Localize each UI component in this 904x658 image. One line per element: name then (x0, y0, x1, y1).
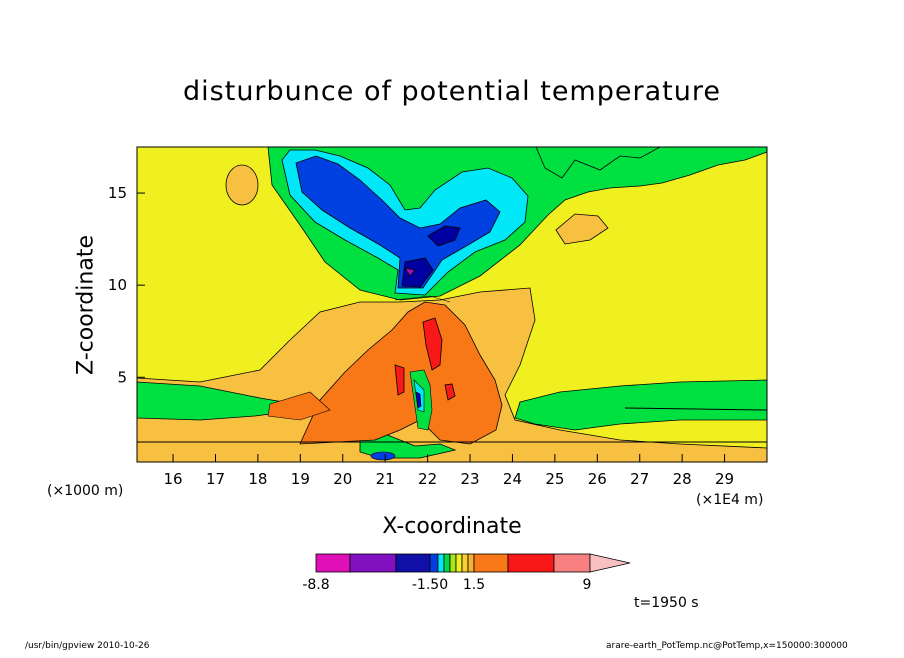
y-tick-label: 15 (108, 184, 127, 202)
colorbar-swatch (449, 553, 457, 573)
darkblue-patch (427, 225, 461, 247)
y-axis: 5 10 15 (108, 184, 145, 386)
blue-region (295, 155, 501, 289)
x-axis: 16 17 18 19 20 21 22 23 24 25 26 27 28 29 (164, 454, 734, 488)
x-tick-label: 16 (164, 470, 183, 488)
x-tick-label: 28 (673, 470, 692, 488)
colorbar-swatch (315, 553, 351, 573)
x-tick-label: 29 (715, 470, 734, 488)
red-core-small (444, 383, 456, 401)
x-tick-label: 18 (248, 470, 267, 488)
green-band-right (514, 379, 767, 431)
x-tick-label: 19 (291, 470, 310, 488)
colorbar-label: -8.8 (302, 577, 329, 593)
chart-title: disturbunce of potential temperature (183, 76, 721, 107)
bottom-blue-spot (370, 451, 396, 461)
x-tick-label: 21 (376, 470, 395, 488)
x-tick-label: 23 (460, 470, 479, 488)
colorbar-swatch (553, 553, 591, 573)
x-tick-label: 25 (545, 470, 564, 488)
green-patch-right (535, 147, 661, 179)
center-blue-core (415, 391, 422, 409)
darkblue-region (401, 257, 434, 288)
colorbar-swatch (429, 553, 439, 573)
footer-left-text: /usr/bin/gpview 2010-10-26 (25, 641, 150, 651)
x-tick-label: 17 (206, 470, 225, 488)
orange-arm-left (267, 391, 331, 421)
purple-patch (404, 267, 416, 277)
x-unit-left-label: (×1000 m) (47, 483, 124, 499)
colorbar-swatch (455, 553, 463, 573)
footer-right-text: arare-earth_PotTemp.nc@PotTemp,x=150000:… (606, 641, 848, 651)
x-tick-label: 24 (503, 470, 522, 488)
colorbar-swatch (507, 553, 555, 573)
colorbar-label: -1.50 (412, 577, 448, 593)
colorbar-swatch (437, 553, 445, 573)
x-tick-label: 22 (418, 470, 437, 488)
red-core-lower (394, 364, 405, 396)
x-tick-label: 26 (588, 470, 607, 488)
colorbar-swatch (461, 553, 469, 573)
contour-line-right (624, 407, 767, 411)
colorbar-label: 9 (583, 577, 592, 593)
y-tick-label: 5 (117, 368, 127, 386)
lightorange-patch-left (225, 164, 259, 206)
x-unit-right-label: (×1E4 m) (696, 492, 764, 508)
lightorange-patch-right (555, 213, 609, 245)
colorbar-swatch (467, 553, 475, 573)
red-core-upper (422, 317, 443, 371)
plot-frame (136, 146, 768, 463)
colorbar-extension-arrow (589, 553, 631, 573)
colorbar-swatch (395, 553, 431, 573)
colorbar-swatch (473, 553, 509, 573)
green-bottom-strip (359, 431, 457, 459)
colorbar-swatch (443, 553, 451, 573)
colorbar-label: 1.5 (463, 577, 485, 593)
colorbar: -8.8 -1.50 1.5 9 (302, 553, 631, 593)
contour-line-upper (394, 295, 451, 303)
x-tick-label: 27 (630, 470, 649, 488)
colorbar-swatch (349, 553, 397, 573)
x-tick-label: 20 (333, 470, 352, 488)
contour-field (137, 147, 767, 462)
x-axis-label: X-coordinate (382, 514, 522, 539)
y-tick-label: 10 (108, 276, 127, 294)
y-axis-label: Z-coordinate (73, 235, 99, 375)
time-label: t=1950 s (634, 595, 699, 611)
